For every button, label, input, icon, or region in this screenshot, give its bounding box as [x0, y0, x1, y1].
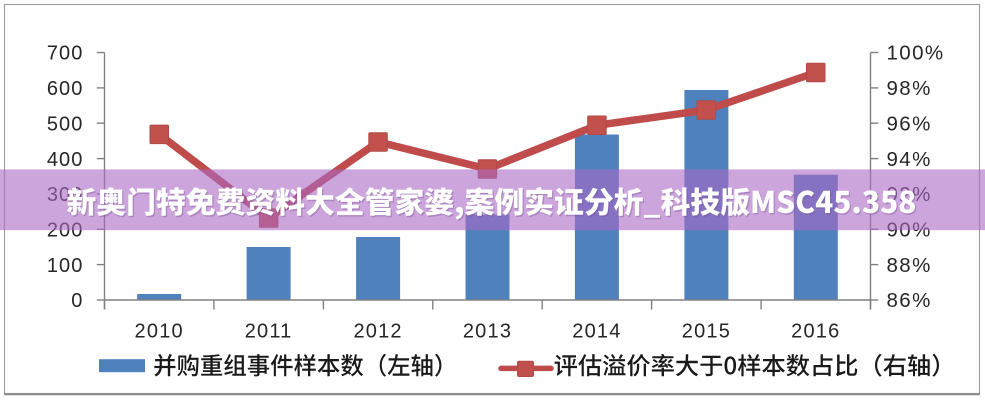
svg-text:100%: 100%: [887, 42, 945, 65]
svg-text:86%: 86%: [887, 289, 932, 312]
svg-text:2012: 2012: [353, 321, 402, 343]
svg-text:2013: 2013: [463, 321, 512, 343]
svg-text:98%: 98%: [887, 77, 932, 100]
svg-text:700: 700: [47, 43, 84, 65]
svg-text:94%: 94%: [887, 148, 932, 171]
svg-text:2016: 2016: [791, 321, 840, 343]
svg-text:2010: 2010: [135, 321, 184, 343]
svg-text:96%: 96%: [887, 112, 932, 135]
svg-text:2015: 2015: [682, 321, 731, 343]
svg-text:600: 600: [47, 78, 84, 100]
svg-text:2014: 2014: [572, 321, 621, 343]
svg-text:2011: 2011: [245, 321, 293, 343]
svg-text:0: 0: [71, 290, 83, 312]
svg-text:400: 400: [47, 149, 84, 171]
svg-text:100: 100: [47, 255, 84, 277]
svg-text:500: 500: [47, 113, 84, 135]
svg-text:88%: 88%: [887, 254, 932, 277]
